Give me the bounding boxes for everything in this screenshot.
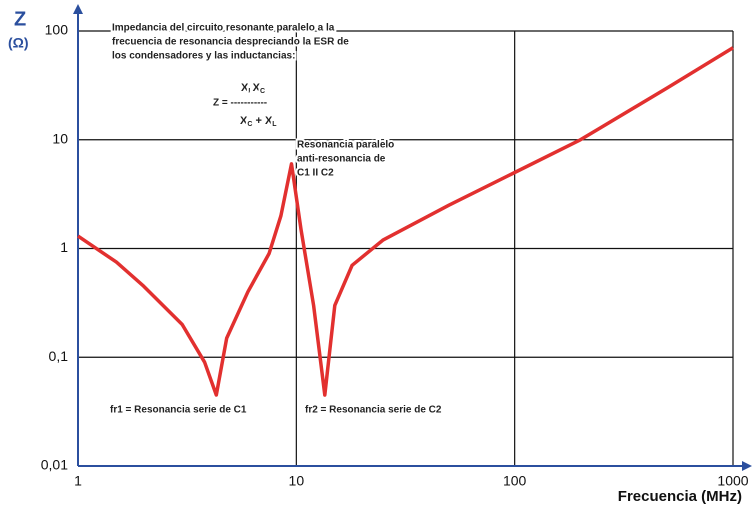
formula-lhs: Z = ----------- <box>213 98 267 109</box>
y-tick-label: 100 <box>45 22 69 38</box>
formula-sub: C <box>247 121 252 128</box>
impedance-curve <box>77 46 734 397</box>
description-line: frecuencia de resonancia despreciando la… <box>112 37 349 48</box>
y-tick-label: 0,01 <box>41 457 68 473</box>
formula-base: X <box>240 115 248 127</box>
formula-base: X <box>253 82 261 94</box>
formula-base: X <box>241 82 249 94</box>
parallel-note: Resonancia paralelo <box>297 140 394 151</box>
fr1-note: fr1 = Resonancia serie de C1 <box>110 405 247 416</box>
formula-base: + X <box>252 115 273 127</box>
parallel-note: C1 II C2 <box>297 168 334 179</box>
x-tick-label: 10 <box>289 473 305 489</box>
parallel-note: anti-resonancia de <box>297 154 386 165</box>
formula-sub: L <box>272 121 277 128</box>
y-tick-label: 1 <box>60 239 68 255</box>
description-line: los condensadores y las inductancias: <box>112 51 295 62</box>
y-tick-label: 10 <box>52 130 68 146</box>
description-line: Impedancia del circuito resonante parale… <box>112 23 335 34</box>
y-axis-label: Z <box>14 8 26 30</box>
x-axis-label: Frecuencia (MHz) <box>618 488 742 505</box>
formula-sub: L <box>248 88 253 95</box>
x-tick-label: 100 <box>503 473 527 489</box>
x-tick-label: 1000 <box>717 473 748 489</box>
formula-sub: C <box>260 88 265 95</box>
y-axis-arrow <box>73 4 83 14</box>
x-axis-arrow <box>742 461 752 471</box>
fr2-note: fr2 = Resonancia serie de C2 <box>305 405 442 416</box>
y-axis-unit: (Ω) <box>8 35 29 51</box>
formula-numerator: XLXC <box>241 82 265 95</box>
y-tick-label: 0,1 <box>49 348 69 364</box>
formula-denominator: XC + XL <box>240 115 277 128</box>
x-tick-label: 1 <box>74 473 82 489</box>
